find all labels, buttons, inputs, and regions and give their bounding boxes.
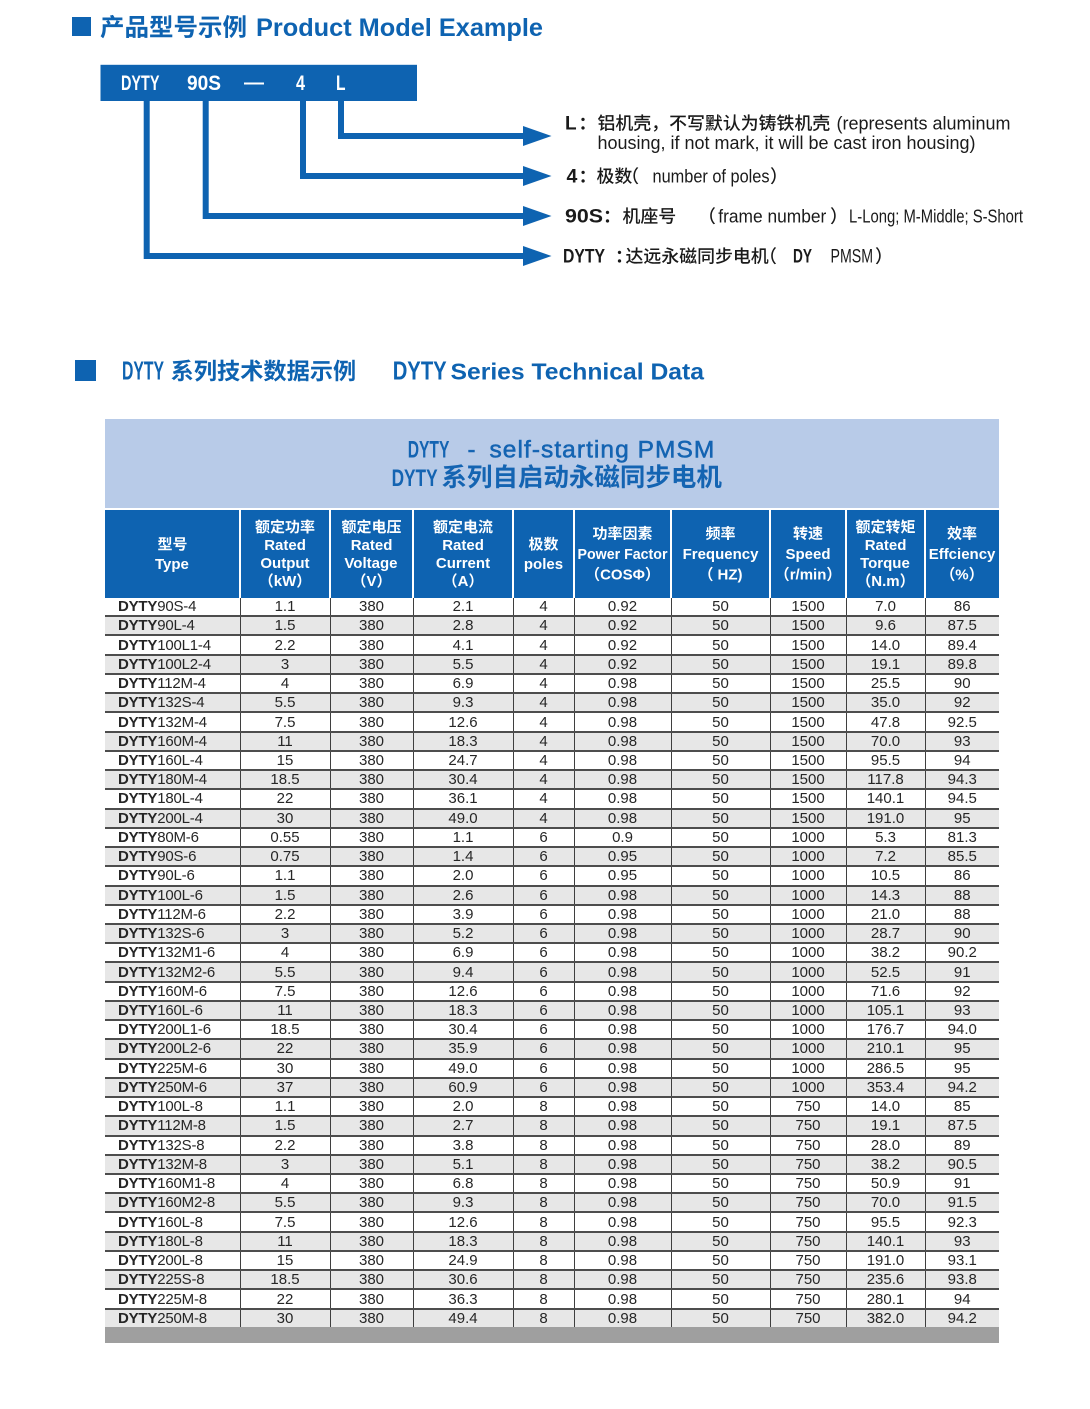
svg-text:Effciency: Effciency xyxy=(929,546,996,563)
svg-text:Speed: Speed xyxy=(786,546,831,563)
svg-text:self-starting PMSM: self-starting PMSM xyxy=(490,437,715,464)
svg-text:poles: poles xyxy=(524,556,563,573)
svg-text:Frequency: Frequency xyxy=(683,546,760,563)
svg-text:90S: 90S xyxy=(187,72,221,95)
svg-text:(represents aluminum: (represents aluminum xyxy=(837,114,1011,134)
svg-text:L-Long; M-Middle; S-Short: L-Long; M-Middle; S-Short xyxy=(849,207,1023,227)
svg-text:DYTY: DYTY xyxy=(392,465,438,492)
svg-text:kW: kW xyxy=(274,573,297,590)
svg-text:frame number: frame number xyxy=(718,207,826,227)
svg-text:DYTY: DYTY xyxy=(408,437,450,464)
svg-text:-: - xyxy=(468,437,476,464)
svg-text:4: 4 xyxy=(296,72,305,95)
svg-text:Rated: Rated xyxy=(442,537,484,554)
svg-text:%: % xyxy=(955,567,968,584)
svg-text:HZ): HZ) xyxy=(718,567,743,584)
svg-text:COSΦ: COSΦ xyxy=(600,567,645,584)
svg-text:Type: Type xyxy=(155,556,189,573)
svg-text:Series Technical Data: Series Technical Data xyxy=(451,359,706,385)
svg-text:L: L xyxy=(565,114,577,135)
svg-text:Voltage: Voltage xyxy=(344,555,397,572)
svg-text:DY: DY xyxy=(793,247,812,268)
svg-text:L: L xyxy=(336,72,346,95)
svg-text:Product Model Example: Product Model Example xyxy=(256,14,543,42)
svg-text:Current: Current xyxy=(436,555,490,572)
svg-text:Torque: Torque xyxy=(860,555,910,572)
svg-text:N.m: N.m xyxy=(871,573,899,590)
svg-text:DYTY: DYTY xyxy=(563,246,605,268)
svg-text:r/min: r/min xyxy=(790,567,827,584)
svg-text:PMSM: PMSM xyxy=(831,247,874,268)
svg-text:4: 4 xyxy=(567,166,578,188)
svg-text:90S: 90S xyxy=(565,206,603,228)
svg-text:Rated: Rated xyxy=(264,537,306,554)
svg-text:Output: Output xyxy=(260,555,309,572)
svg-text:housing, if not mark, it will: housing, if not mark, it will be cast ir… xyxy=(598,133,976,153)
svg-text:Power Factor: Power Factor xyxy=(578,546,668,563)
svg-text:number of poles: number of poles xyxy=(653,167,770,187)
svg-text:DYTY: DYTY xyxy=(122,358,164,386)
svg-text:DYTY: DYTY xyxy=(121,72,160,95)
svg-text:A: A xyxy=(458,573,469,590)
svg-text:V: V xyxy=(367,573,377,590)
svg-text:Rated: Rated xyxy=(865,537,907,554)
svg-text:Rated: Rated xyxy=(351,537,393,554)
svg-text:—: — xyxy=(244,72,264,94)
svg-text:DYTY: DYTY xyxy=(393,358,447,386)
